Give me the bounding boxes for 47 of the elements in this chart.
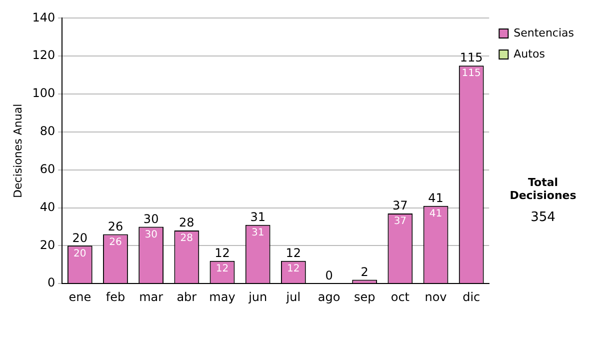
x-tick-label: sep — [354, 290, 376, 304]
y-axis-title: Decisiones Anual — [11, 104, 24, 198]
x-tick-label: jul — [285, 290, 301, 304]
data-label: 37 — [394, 216, 407, 228]
y-tick-label: 120 — [32, 48, 56, 62]
legend-label: Autos — [514, 47, 546, 60]
text: Total Decisiones — [508, 176, 578, 202]
data-label: 26 — [109, 236, 122, 248]
y-tick-label: 20 — [40, 238, 56, 252]
y-tick-label: 40 — [40, 200, 56, 214]
x-tick-label: may — [209, 290, 236, 304]
data-label: 30 — [144, 229, 158, 240]
x-tick-label: jun — [248, 290, 268, 304]
data-label: 20 — [74, 248, 86, 260]
x-tick-label: ago — [318, 290, 340, 304]
y-tick-label: 140 — [32, 10, 56, 24]
total-label: 12 — [214, 246, 230, 260]
total-label: 28 — [179, 216, 194, 230]
total-label: 0 — [325, 268, 333, 283]
data-label: 115 — [462, 68, 481, 80]
x-tick-label: oct — [390, 290, 410, 304]
data-label: 28 — [180, 233, 194, 244]
total-label: 30 — [143, 212, 159, 226]
total-label: 12 — [286, 246, 302, 260]
total-label: 41 — [428, 191, 444, 205]
legend-label: Sentencias — [514, 26, 574, 40]
x-tick-label: nov — [424, 290, 447, 304]
x-tick-label: feb — [106, 290, 126, 304]
data-label: 31 — [251, 227, 264, 238]
x-tick-label: dic — [462, 290, 480, 304]
total-label: 37 — [392, 198, 408, 213]
x-tick-label: mar — [139, 290, 164, 304]
y-tick-label: 60 — [40, 162, 56, 176]
data-label: 41 — [429, 208, 442, 220]
total-label: 115 — [460, 50, 483, 65]
total-label: 2 — [360, 264, 368, 279]
data-label: 12 — [287, 263, 300, 274]
y-tick-label: 0 — [47, 276, 56, 290]
total-label: 26 — [108, 219, 124, 234]
total-label: 20 — [72, 230, 88, 245]
y-tick-label: 100 — [32, 86, 56, 100]
y-tick-label: 80 — [40, 124, 56, 138]
x-tick-label: abr — [176, 290, 197, 304]
text: 354 — [530, 210, 556, 225]
data-label: 12 — [216, 263, 229, 274]
total-label: 31 — [250, 210, 266, 224]
x-tick-label: ene — [68, 290, 92, 304]
